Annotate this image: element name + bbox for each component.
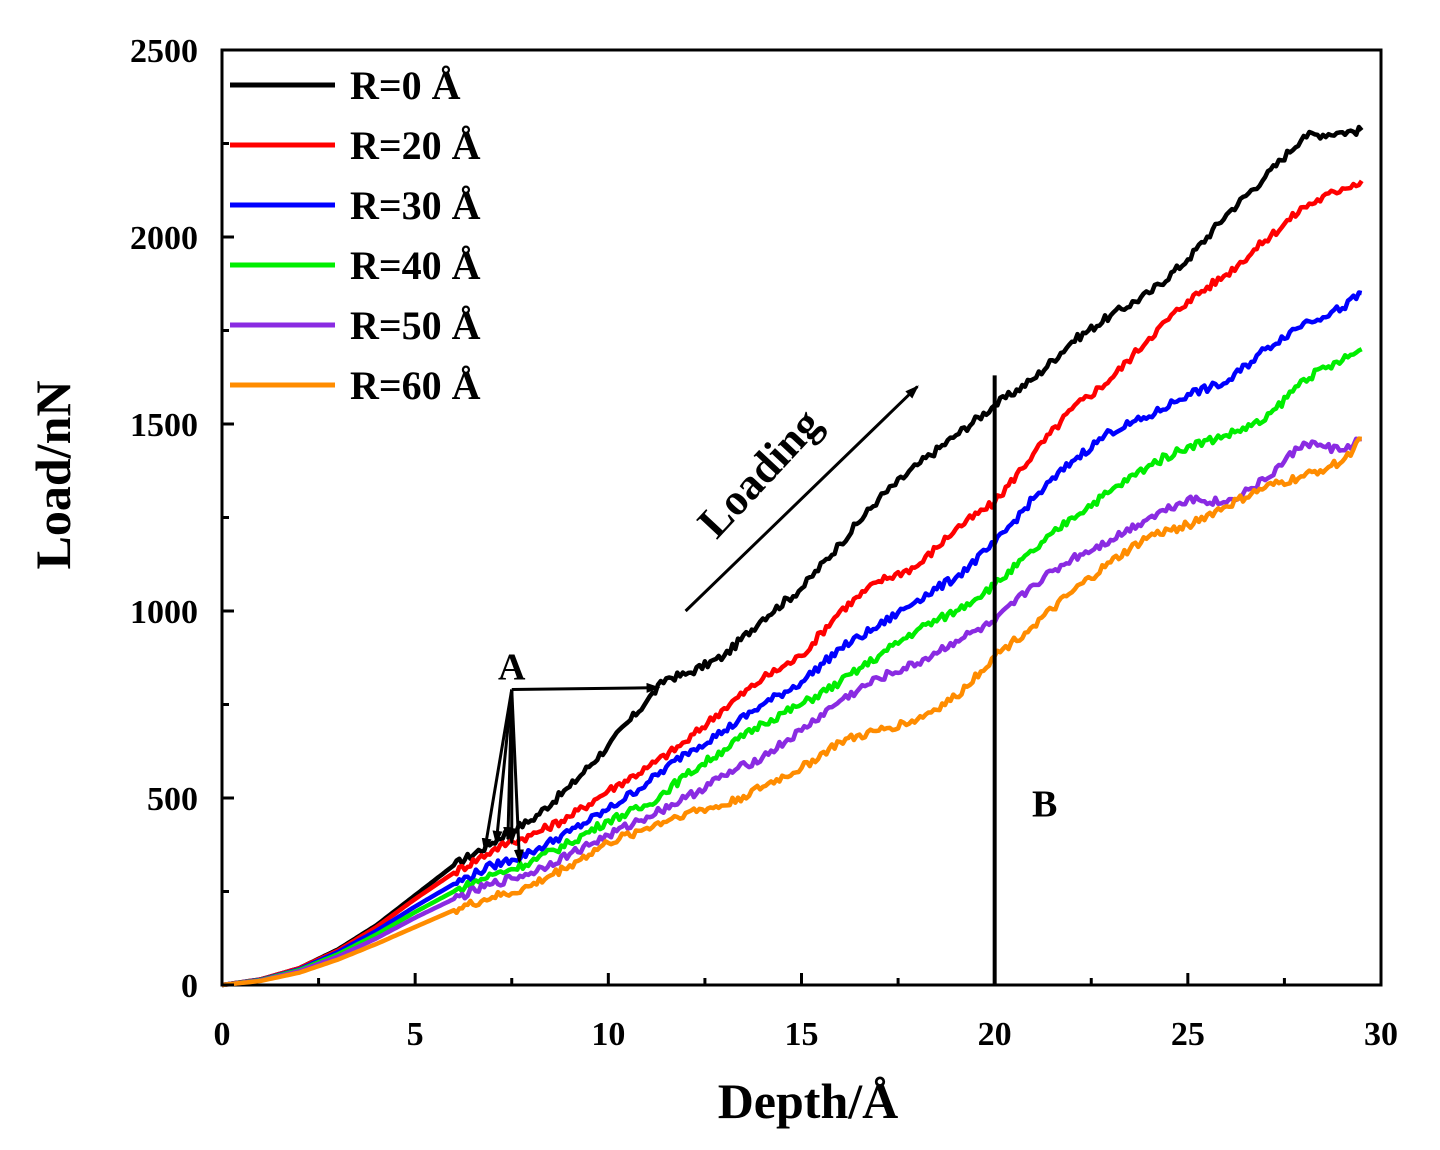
label-loading: Loading bbox=[688, 399, 831, 547]
legend-label: R=30 Å bbox=[350, 183, 481, 228]
x-tick-label: 0 bbox=[214, 1016, 231, 1053]
y-tick-label: 0 bbox=[181, 968, 198, 1005]
a-arrow-down bbox=[492, 689, 514, 845]
x-tick-label: 25 bbox=[1171, 1016, 1205, 1053]
a-arrow-down bbox=[510, 689, 524, 864]
legend: R=0 Å R=20 Å R=30 Å R=40 Å R=50 Å R=60 Å bbox=[230, 63, 481, 408]
x-tick-label: 20 bbox=[978, 1016, 1012, 1053]
label-A: A bbox=[498, 647, 526, 689]
x-tick-label: 10 bbox=[591, 1016, 625, 1053]
x-tick-label: 5 bbox=[407, 1016, 424, 1053]
x-tick-label: 30 bbox=[1364, 1016, 1398, 1053]
tick-layer: 0 5 10 15 20 25 30 0 500 1000 1500 2000 2500 bbox=[130, 33, 1398, 1053]
loading-arrow bbox=[684, 385, 919, 613]
series-layer bbox=[221, 124, 1364, 988]
x-tick-label: 15 bbox=[785, 1016, 819, 1053]
series-line bbox=[221, 179, 1364, 988]
x-axis-title: Depth/Å bbox=[718, 1073, 899, 1129]
y-tick-label: 1000 bbox=[130, 594, 198, 631]
series-line bbox=[221, 124, 1364, 988]
series-line bbox=[221, 436, 1363, 988]
y-axis-title: Load/nN bbox=[25, 381, 81, 570]
legend-label: R=60 Å bbox=[350, 363, 481, 408]
series-line bbox=[221, 290, 1363, 988]
legend-label: R=20 Å bbox=[350, 123, 481, 168]
y-tick-label: 2000 bbox=[130, 220, 198, 257]
series-line bbox=[221, 436, 1362, 988]
y-tick-label: 1500 bbox=[130, 407, 198, 444]
label-B: B bbox=[1032, 784, 1057, 826]
a-arrow-down bbox=[481, 689, 514, 853]
y-tick-label: 500 bbox=[147, 781, 198, 818]
y-tick-label: 2500 bbox=[130, 33, 198, 70]
a-arrow-right bbox=[511, 682, 661, 693]
legend-label: R=0 Å bbox=[350, 63, 461, 108]
legend-label: R=50 Å bbox=[350, 303, 481, 348]
series-line bbox=[221, 347, 1363, 988]
legend-label: R=40 Å bbox=[350, 243, 481, 288]
